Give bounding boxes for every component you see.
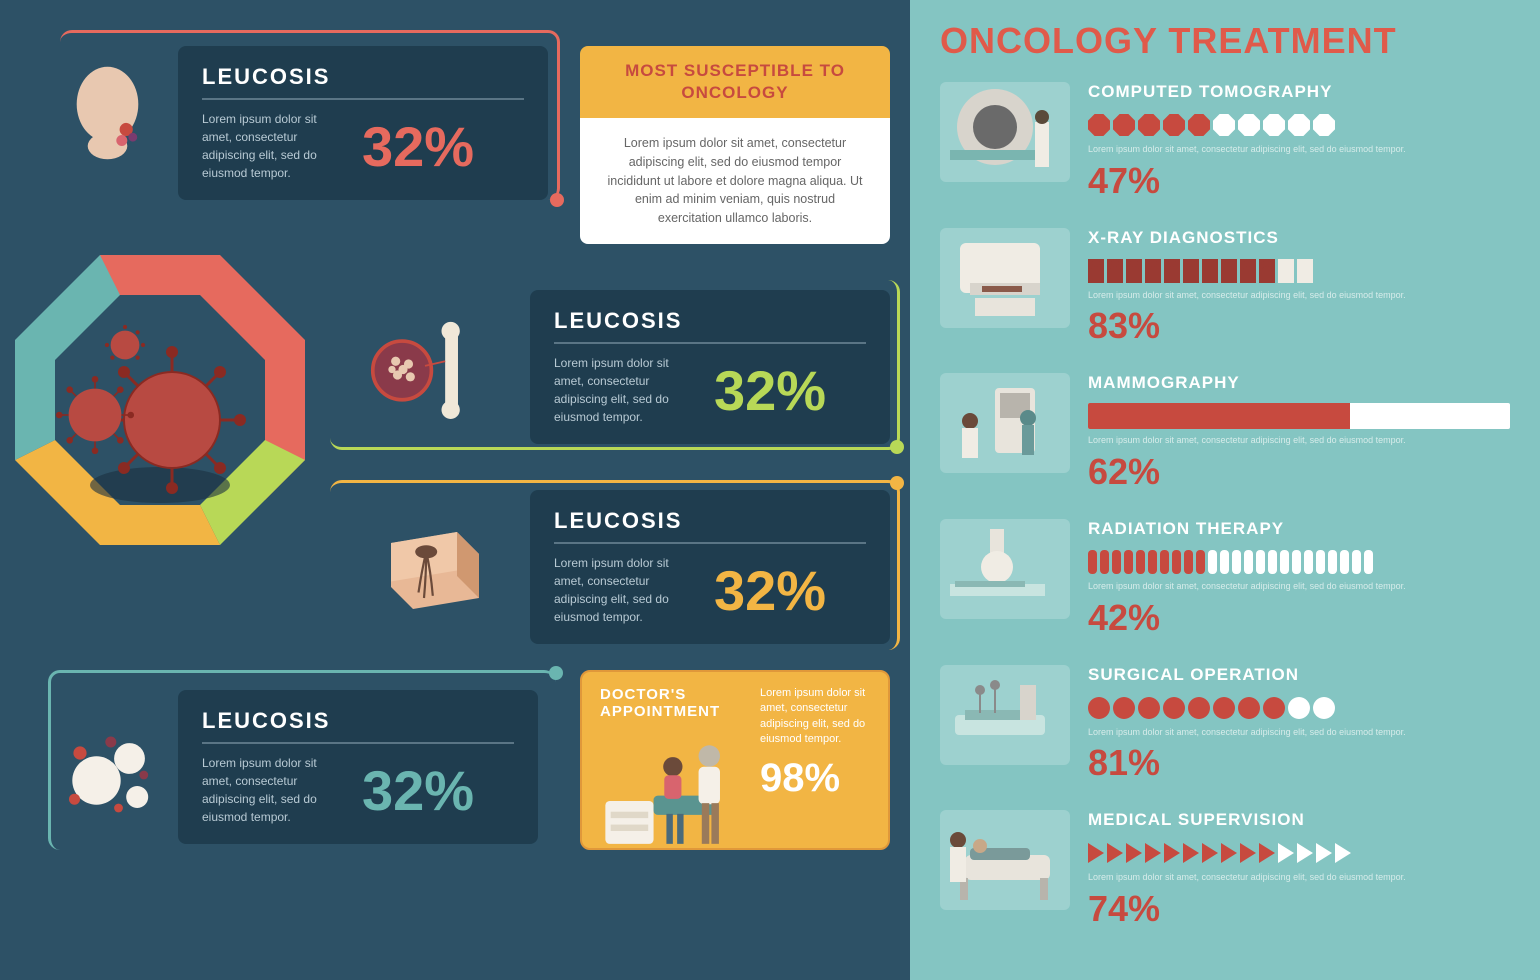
bone-icon bbox=[370, 320, 480, 430]
treatment-body: MEDICAL SUPERVISION Lorem ipsum dolor sit… bbox=[1088, 810, 1510, 930]
leucosis-card-1: LEUCOSIS Lorem ipsum dolor sit amet, con… bbox=[178, 46, 548, 200]
treatment-desc: Lorem ipsum dolor sit amet, consectetur … bbox=[1088, 435, 1510, 447]
infographic-root: LEUCOSIS Lorem ipsum dolor sit amet, con… bbox=[0, 0, 1540, 980]
card-title: LEUCOSIS bbox=[202, 708, 514, 744]
oncology-treatment-title: ONCOLOGY TREATMENT bbox=[940, 20, 1510, 62]
card-desc: Lorem ipsum dolor sit amet, consectetur … bbox=[202, 754, 342, 826]
doctor-title: DOCTOR'S APPOINTMENT bbox=[600, 686, 750, 720]
treatment-pct: 81% bbox=[1088, 742, 1510, 784]
card-pct: 32% bbox=[362, 758, 474, 823]
treatment-row: MEDICAL SUPERVISION Lorem ipsum dolor sit… bbox=[940, 810, 1510, 930]
card-pct: 32% bbox=[714, 558, 826, 623]
treatment-desc: Lorem ipsum dolor sit amet, consectetur … bbox=[1088, 727, 1510, 739]
card-desc: Lorem ipsum dolor sit amet, consectetur … bbox=[202, 110, 342, 182]
card-desc: Lorem ipsum dolor sit amet, consectetur … bbox=[554, 554, 694, 626]
left-panel: LEUCOSIS Lorem ipsum dolor sit amet, con… bbox=[0, 0, 910, 980]
susceptible-title: MOST SUSCEPTIBLE TO ONCOLOGY bbox=[580, 46, 890, 118]
card-title: LEUCOSIS bbox=[554, 508, 866, 544]
cells-icon bbox=[58, 720, 168, 830]
treatment-desc: Lorem ipsum dolor sit amet, consectetur … bbox=[1088, 144, 1510, 156]
card-body: Lorem ipsum dolor sit amet, consectetur … bbox=[554, 554, 866, 626]
treatment-title: RADIATION THERAPY bbox=[1088, 519, 1510, 539]
card-body: Lorem ipsum dolor sit amet, consectetur … bbox=[554, 354, 866, 426]
card-title: LEUCOSIS bbox=[202, 64, 524, 100]
treatment-row: RADIATION THERAPY Lorem ipsum dolor sit a… bbox=[940, 519, 1510, 639]
treatment-title: MEDICAL SUPERVISION bbox=[1088, 810, 1510, 830]
doctor-left: DOCTOR'S APPOINTMENT bbox=[600, 686, 750, 846]
treatment-body: SURGICAL OPERATION Lorem ipsum dolor sit … bbox=[1088, 665, 1510, 785]
doctor-pct: 98% bbox=[760, 756, 870, 801]
head-icon bbox=[58, 58, 168, 168]
leucosis-card-3: LEUCOSIS Lorem ipsum dolor sit amet, con… bbox=[530, 490, 890, 644]
treatment-illustration-icon bbox=[940, 82, 1070, 182]
doctor-appointment-box: DOCTOR'S APPOINTMENT Lorem ipsum dolor s… bbox=[580, 670, 890, 850]
card-desc: Lorem ipsum dolor sit amet, consectetur … bbox=[554, 354, 694, 426]
leucosis-card-2: LEUCOSIS Lorem ipsum dolor sit amet, con… bbox=[530, 290, 890, 444]
treatment-body: MAMMOGRAPHY Lorem ipsum dolor sit amet, c… bbox=[1088, 373, 1510, 493]
card-pct: 32% bbox=[362, 114, 474, 179]
treatment-body: RADIATION THERAPY Lorem ipsum dolor sit a… bbox=[1088, 519, 1510, 639]
doctor-text: Lorem ipsum dolor sit amet, consectetur … bbox=[760, 686, 870, 801]
treatments-list: COMPUTED TOMOGRAPHY Lorem ipsum dolor sit… bbox=[940, 82, 1510, 930]
treatment-desc: Lorem ipsum dolor sit amet, consectetur … bbox=[1088, 872, 1510, 884]
treatment-title: X-RAY DIAGNOSTICS bbox=[1088, 228, 1510, 248]
treatment-graph bbox=[1088, 403, 1510, 429]
doctor-desc: Lorem ipsum dolor sit amet, consectetur … bbox=[760, 686, 870, 748]
susceptible-box: MOST SUSCEPTIBLE TO ONCOLOGY Lorem ipsum… bbox=[580, 46, 890, 244]
treatment-row: SURGICAL OPERATION Lorem ipsum dolor sit … bbox=[940, 665, 1510, 785]
treatment-graph bbox=[1088, 840, 1510, 866]
treatment-illustration-icon bbox=[940, 373, 1070, 473]
treatment-graph bbox=[1088, 695, 1510, 721]
treatment-pct: 62% bbox=[1088, 451, 1510, 493]
treatment-desc: Lorem ipsum dolor sit amet, consectetur … bbox=[1088, 290, 1510, 302]
treatment-row: MAMMOGRAPHY Lorem ipsum dolor sit amet, c… bbox=[940, 373, 1510, 493]
treatment-row: COMPUTED TOMOGRAPHY Lorem ipsum dolor sit… bbox=[940, 82, 1510, 202]
susceptible-body: Lorem ipsum dolor sit amet, consectetur … bbox=[580, 118, 890, 244]
treatment-graph bbox=[1088, 112, 1510, 138]
treatment-pct: 74% bbox=[1088, 888, 1510, 930]
card-body: Lorem ipsum dolor sit amet, consectetur … bbox=[202, 754, 514, 826]
treatment-illustration-icon bbox=[940, 665, 1070, 765]
card-title: LEUCOSIS bbox=[554, 308, 866, 344]
leucosis-card-4: LEUCOSIS Lorem ipsum dolor sit amet, con… bbox=[178, 690, 538, 844]
treatment-row: X-RAY DIAGNOSTICS Lorem ipsum dolor sit a… bbox=[940, 228, 1510, 348]
treatment-illustration-icon bbox=[940, 228, 1070, 328]
treatment-body: X-RAY DIAGNOSTICS Lorem ipsum dolor sit a… bbox=[1088, 228, 1510, 348]
card-body: Lorem ipsum dolor sit amet, consectetur … bbox=[202, 110, 524, 182]
treatment-desc: Lorem ipsum dolor sit amet, consectetur … bbox=[1088, 581, 1510, 593]
treatment-illustration-icon bbox=[940, 810, 1070, 910]
skin-icon bbox=[380, 510, 490, 620]
treatment-graph bbox=[1088, 258, 1510, 284]
treatment-body: COMPUTED TOMOGRAPHY Lorem ipsum dolor sit… bbox=[1088, 82, 1510, 202]
card-pct: 32% bbox=[714, 358, 826, 423]
doctor-illustration-icon bbox=[600, 726, 750, 846]
treatment-title: MAMMOGRAPHY bbox=[1088, 373, 1510, 393]
treatment-title: COMPUTED TOMOGRAPHY bbox=[1088, 82, 1510, 102]
octagon-donut-chart bbox=[0, 230, 330, 570]
right-panel: ONCOLOGY TREATMENT COMPUTED TOMOGRAPHY Lo… bbox=[910, 0, 1540, 980]
treatment-pct: 47% bbox=[1088, 160, 1510, 202]
treatment-graph bbox=[1088, 549, 1510, 575]
treatment-illustration-icon bbox=[940, 519, 1070, 619]
treatment-pct: 42% bbox=[1088, 597, 1510, 639]
treatment-pct: 83% bbox=[1088, 305, 1510, 347]
treatment-title: SURGICAL OPERATION bbox=[1088, 665, 1510, 685]
